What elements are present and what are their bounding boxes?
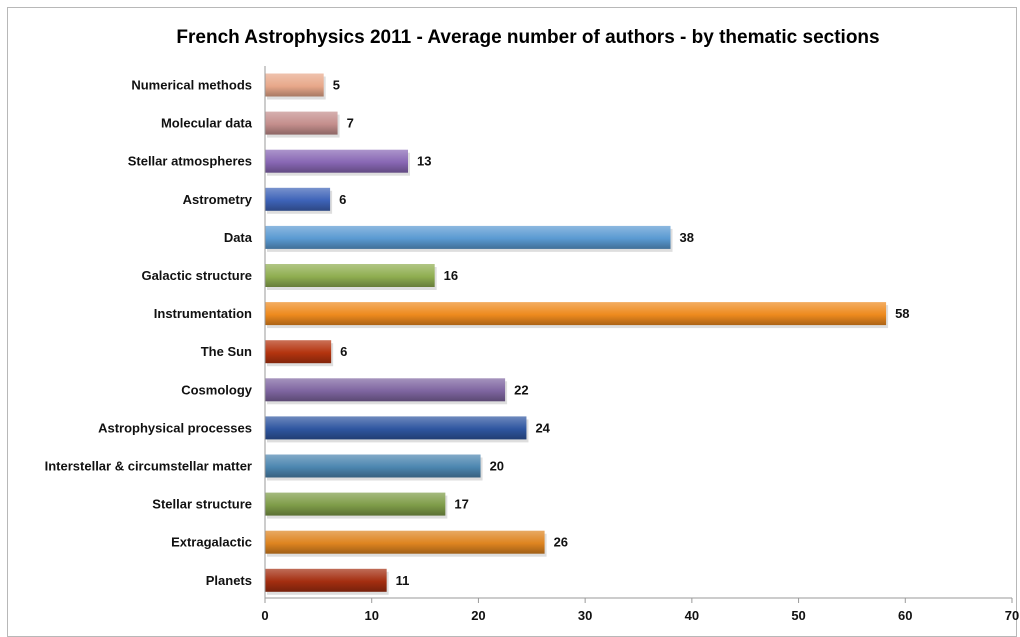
bar: [265, 111, 338, 135]
x-ticks-layer: 0 10 20 30 40 50 60 70: [261, 598, 1019, 623]
data-label: 5: [333, 78, 340, 93]
data-label: 20: [490, 459, 504, 474]
x-tick-label: 50: [791, 608, 805, 623]
bar: [265, 264, 435, 287]
category-label: Stellar structure: [152, 497, 252, 512]
data-label: 11: [396, 573, 410, 588]
bar: [265, 416, 527, 440]
x-tick-label: 40: [685, 608, 699, 623]
bar: [265, 73, 324, 97]
bar: [265, 340, 332, 364]
bar: [265, 530, 545, 554]
category-label: Extragalactic: [171, 535, 252, 550]
category-label: Planets: [206, 573, 252, 588]
bar: [265, 302, 887, 326]
bar: [265, 225, 671, 249]
x-tick-label: 0: [261, 608, 268, 623]
category-label: Stellar atmospheres: [128, 154, 252, 169]
x-tick-label: 60: [898, 608, 912, 623]
bar: [265, 454, 481, 478]
category-label: Astrometry: [183, 192, 253, 207]
data-label: 26: [554, 535, 568, 550]
category-label: Galactic structure: [141, 268, 252, 283]
category-label: Astrophysical processes: [98, 420, 252, 435]
bar: [265, 187, 331, 211]
data-label: 6: [339, 192, 346, 207]
category-label: Data: [224, 230, 253, 245]
category-label: Molecular data: [161, 116, 253, 131]
category-label: Cosmology: [181, 382, 253, 397]
x-tick-label: 20: [471, 608, 485, 623]
data-label: 17: [454, 497, 468, 512]
category-label: The Sun: [201, 344, 252, 359]
bar: [265, 492, 446, 516]
x-tick-label: 10: [364, 608, 378, 623]
category-label: Numerical methods: [131, 78, 252, 93]
bar: [265, 568, 387, 592]
data-label: 24: [535, 420, 550, 435]
category-label: Interstellar & circumstellar matter: [45, 459, 252, 474]
x-tick-label: 30: [578, 608, 592, 623]
data-label: 58: [895, 306, 909, 321]
bar: [265, 149, 408, 173]
data-label: 13: [417, 154, 431, 169]
data-label: 16: [444, 268, 458, 283]
data-label: 22: [514, 382, 528, 397]
chart-title: French Astrophysics 2011 - Average numbe…: [176, 27, 880, 48]
category-label: Instrumentation: [154, 306, 252, 321]
data-label: 38: [680, 230, 694, 245]
data-label: 7: [347, 116, 354, 131]
data-label: 6: [340, 344, 347, 359]
bar: [265, 378, 506, 402]
bars-layer: Numerical methods 5 Molecular data 7 Stellar…: [45, 73, 910, 595]
x-tick-label: 70: [1005, 608, 1019, 623]
